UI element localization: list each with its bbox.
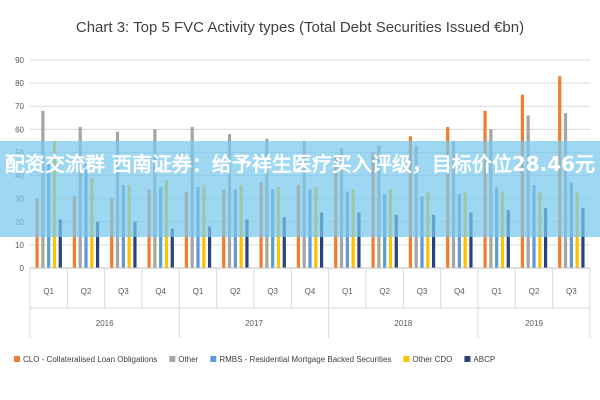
bar: [394, 214, 398, 268]
bar: [469, 212, 473, 268]
bar: [282, 217, 286, 268]
x-tick-label: Q2: [379, 287, 390, 296]
y-tick-label: 70: [15, 102, 24, 111]
legend-label: RMBS - Residential Mortgage Backed Secur…: [219, 355, 391, 364]
x-tick-label: Q1: [193, 287, 204, 296]
legend-label: Other: [178, 355, 198, 364]
x-group-label: 2016: [96, 319, 114, 328]
x-tick-label: Q2: [529, 287, 540, 296]
legend-label: CLO - Collateralised Loan Obligations: [23, 355, 157, 364]
y-tick-label: 80: [15, 79, 24, 88]
legend-label: ABCP: [473, 355, 495, 364]
overlay-banner-text: 配资交流群 西南证券：给予祥生医疗买入评级，目标价位28.46元: [4, 152, 596, 176]
legend-swatch: [210, 356, 217, 362]
x-tick-label: Q2: [81, 287, 92, 296]
chart-title: Chart 3: Top 5 FVC Activity types (Total…: [76, 19, 524, 36]
x-group-label: 2017: [245, 319, 263, 328]
x-tick-label: Q4: [454, 287, 465, 296]
overlay-banner: [0, 141, 600, 237]
bar: [432, 214, 436, 268]
legend-label: Other CDO: [412, 355, 452, 364]
x-tick-label: Q3: [267, 287, 278, 296]
y-tick-label: 0: [20, 264, 25, 273]
legend-swatch: [403, 356, 410, 362]
x-tick-label: Q4: [305, 287, 316, 296]
bar: [58, 219, 62, 268]
x-tick-label: Q1: [491, 287, 502, 296]
x-group-label: 2018: [394, 319, 412, 328]
x-tick-label: Q4: [155, 287, 166, 296]
bar: [581, 207, 585, 268]
x-tick-label: Q3: [118, 287, 129, 296]
x-tick-label: Q1: [342, 287, 353, 296]
bar: [208, 226, 212, 268]
x-tick-label: Q1: [43, 287, 54, 296]
legend-swatch: [14, 356, 20, 362]
legend-swatch: [169, 356, 176, 362]
bar: [506, 210, 510, 268]
y-tick-label: 90: [15, 56, 24, 65]
x-group-label: 2019: [525, 319, 543, 328]
y-tick-label: 10: [15, 241, 24, 250]
bar: [245, 219, 249, 268]
x-tick-label: Q3: [566, 287, 577, 296]
y-tick-label: 60: [15, 125, 24, 134]
bar: [544, 207, 548, 268]
bar: [96, 221, 100, 268]
bar: [133, 221, 137, 268]
legend-swatch: [464, 356, 471, 362]
bar: [320, 212, 324, 268]
bar: [170, 228, 174, 268]
x-tick-label: Q2: [230, 287, 241, 296]
x-tick-label: Q3: [417, 287, 428, 296]
bar: [357, 212, 361, 268]
legend: CLO - Collateralised Loan Obligations Oth…: [14, 355, 495, 364]
